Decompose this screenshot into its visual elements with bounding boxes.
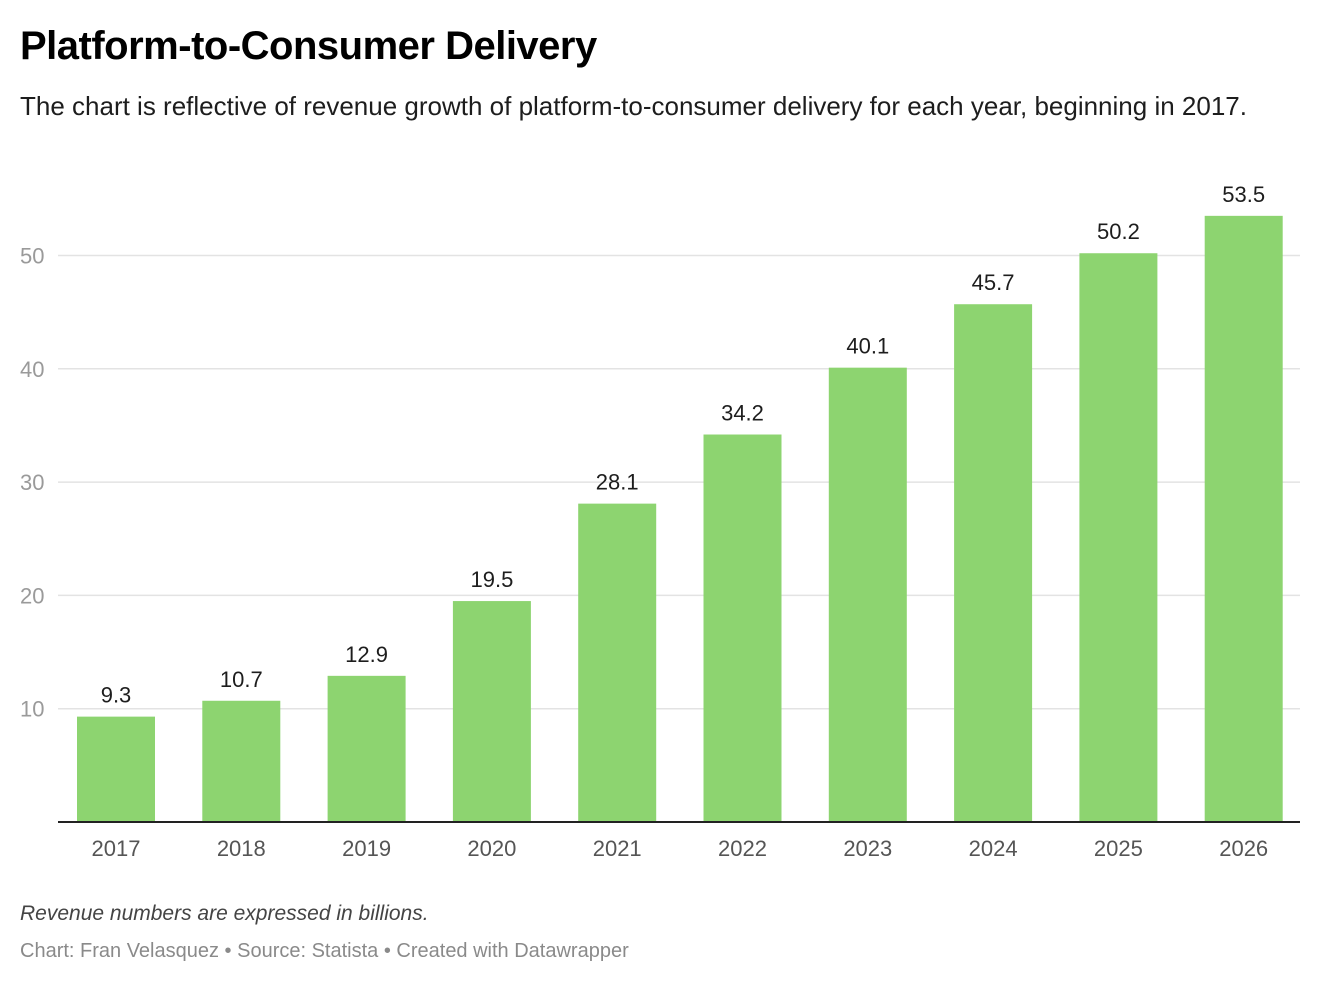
- chart-title: Platform-to-Consumer Delivery: [20, 24, 597, 68]
- x-tick-label-2018: 2018: [217, 836, 266, 861]
- bars: [77, 215, 1283, 823]
- bar-2026: [1204, 215, 1283, 823]
- x-tick-label-2022: 2022: [718, 836, 767, 861]
- bar-2021: [578, 503, 657, 822]
- chart-note: Revenue numbers are expressed in billion…: [20, 902, 429, 925]
- value-label-2025: 50.2: [1097, 219, 1140, 244]
- value-label-2020: 19.5: [470, 567, 513, 592]
- y-tick-label: 50: [20, 244, 44, 269]
- x-tick-label-2023: 2023: [843, 836, 892, 861]
- value-label-2021: 28.1: [596, 470, 639, 495]
- bar-2020: [452, 601, 531, 822]
- bar-2018: [202, 700, 281, 822]
- value-label-2018: 10.7: [220, 667, 263, 692]
- value-label-2017: 9.3: [101, 683, 132, 708]
- value-label-2023: 40.1: [846, 334, 889, 359]
- bar-chart: 10 20 30 40 50 9.3 10.7 12.9 19.5 28.1 34.2 40.1 45…: [20, 182, 1300, 861]
- bar-2023: [828, 367, 907, 822]
- x-tick-label-2024: 2024: [969, 836, 1018, 861]
- chart-footer: Chart: Fran Velasquez • Source: Statista…: [20, 940, 629, 962]
- y-tick-label: 10: [20, 697, 44, 722]
- x-tick-label-2020: 2020: [467, 836, 516, 861]
- value-label-2026: 53.5: [1222, 182, 1265, 207]
- bar-2025: [1079, 253, 1158, 822]
- x-tick-label-2021: 2021: [593, 836, 642, 861]
- bar-2019: [327, 675, 406, 822]
- value-label-2022: 34.2: [721, 401, 764, 426]
- value-label-2024: 45.7: [972, 270, 1015, 295]
- chart-subtitle: The chart is reflective of revenue growt…: [20, 91, 1247, 121]
- x-tick-label-2026: 2026: [1219, 836, 1268, 861]
- value-labels: 9.3 10.7 12.9 19.5 28.1 34.2 40.1 45.7 50.2 53.5: [101, 182, 1265, 708]
- bar-2022: [703, 434, 782, 822]
- y-tick-label: 20: [20, 583, 44, 608]
- bar-2017: [77, 716, 155, 822]
- x-tick-label-2025: 2025: [1094, 836, 1143, 861]
- y-tick-label: 30: [20, 470, 44, 495]
- x-tick-label-2019: 2019: [342, 836, 391, 861]
- bar-2024: [954, 304, 1033, 822]
- x-tick-label-2017: 2017: [92, 836, 141, 861]
- axes: 2017 2018 2019 2020 2021 2022 2023 2024 2025 2026: [58, 821, 1300, 861]
- value-label-2019: 12.9: [345, 642, 388, 667]
- y-tick-label: 40: [20, 357, 44, 382]
